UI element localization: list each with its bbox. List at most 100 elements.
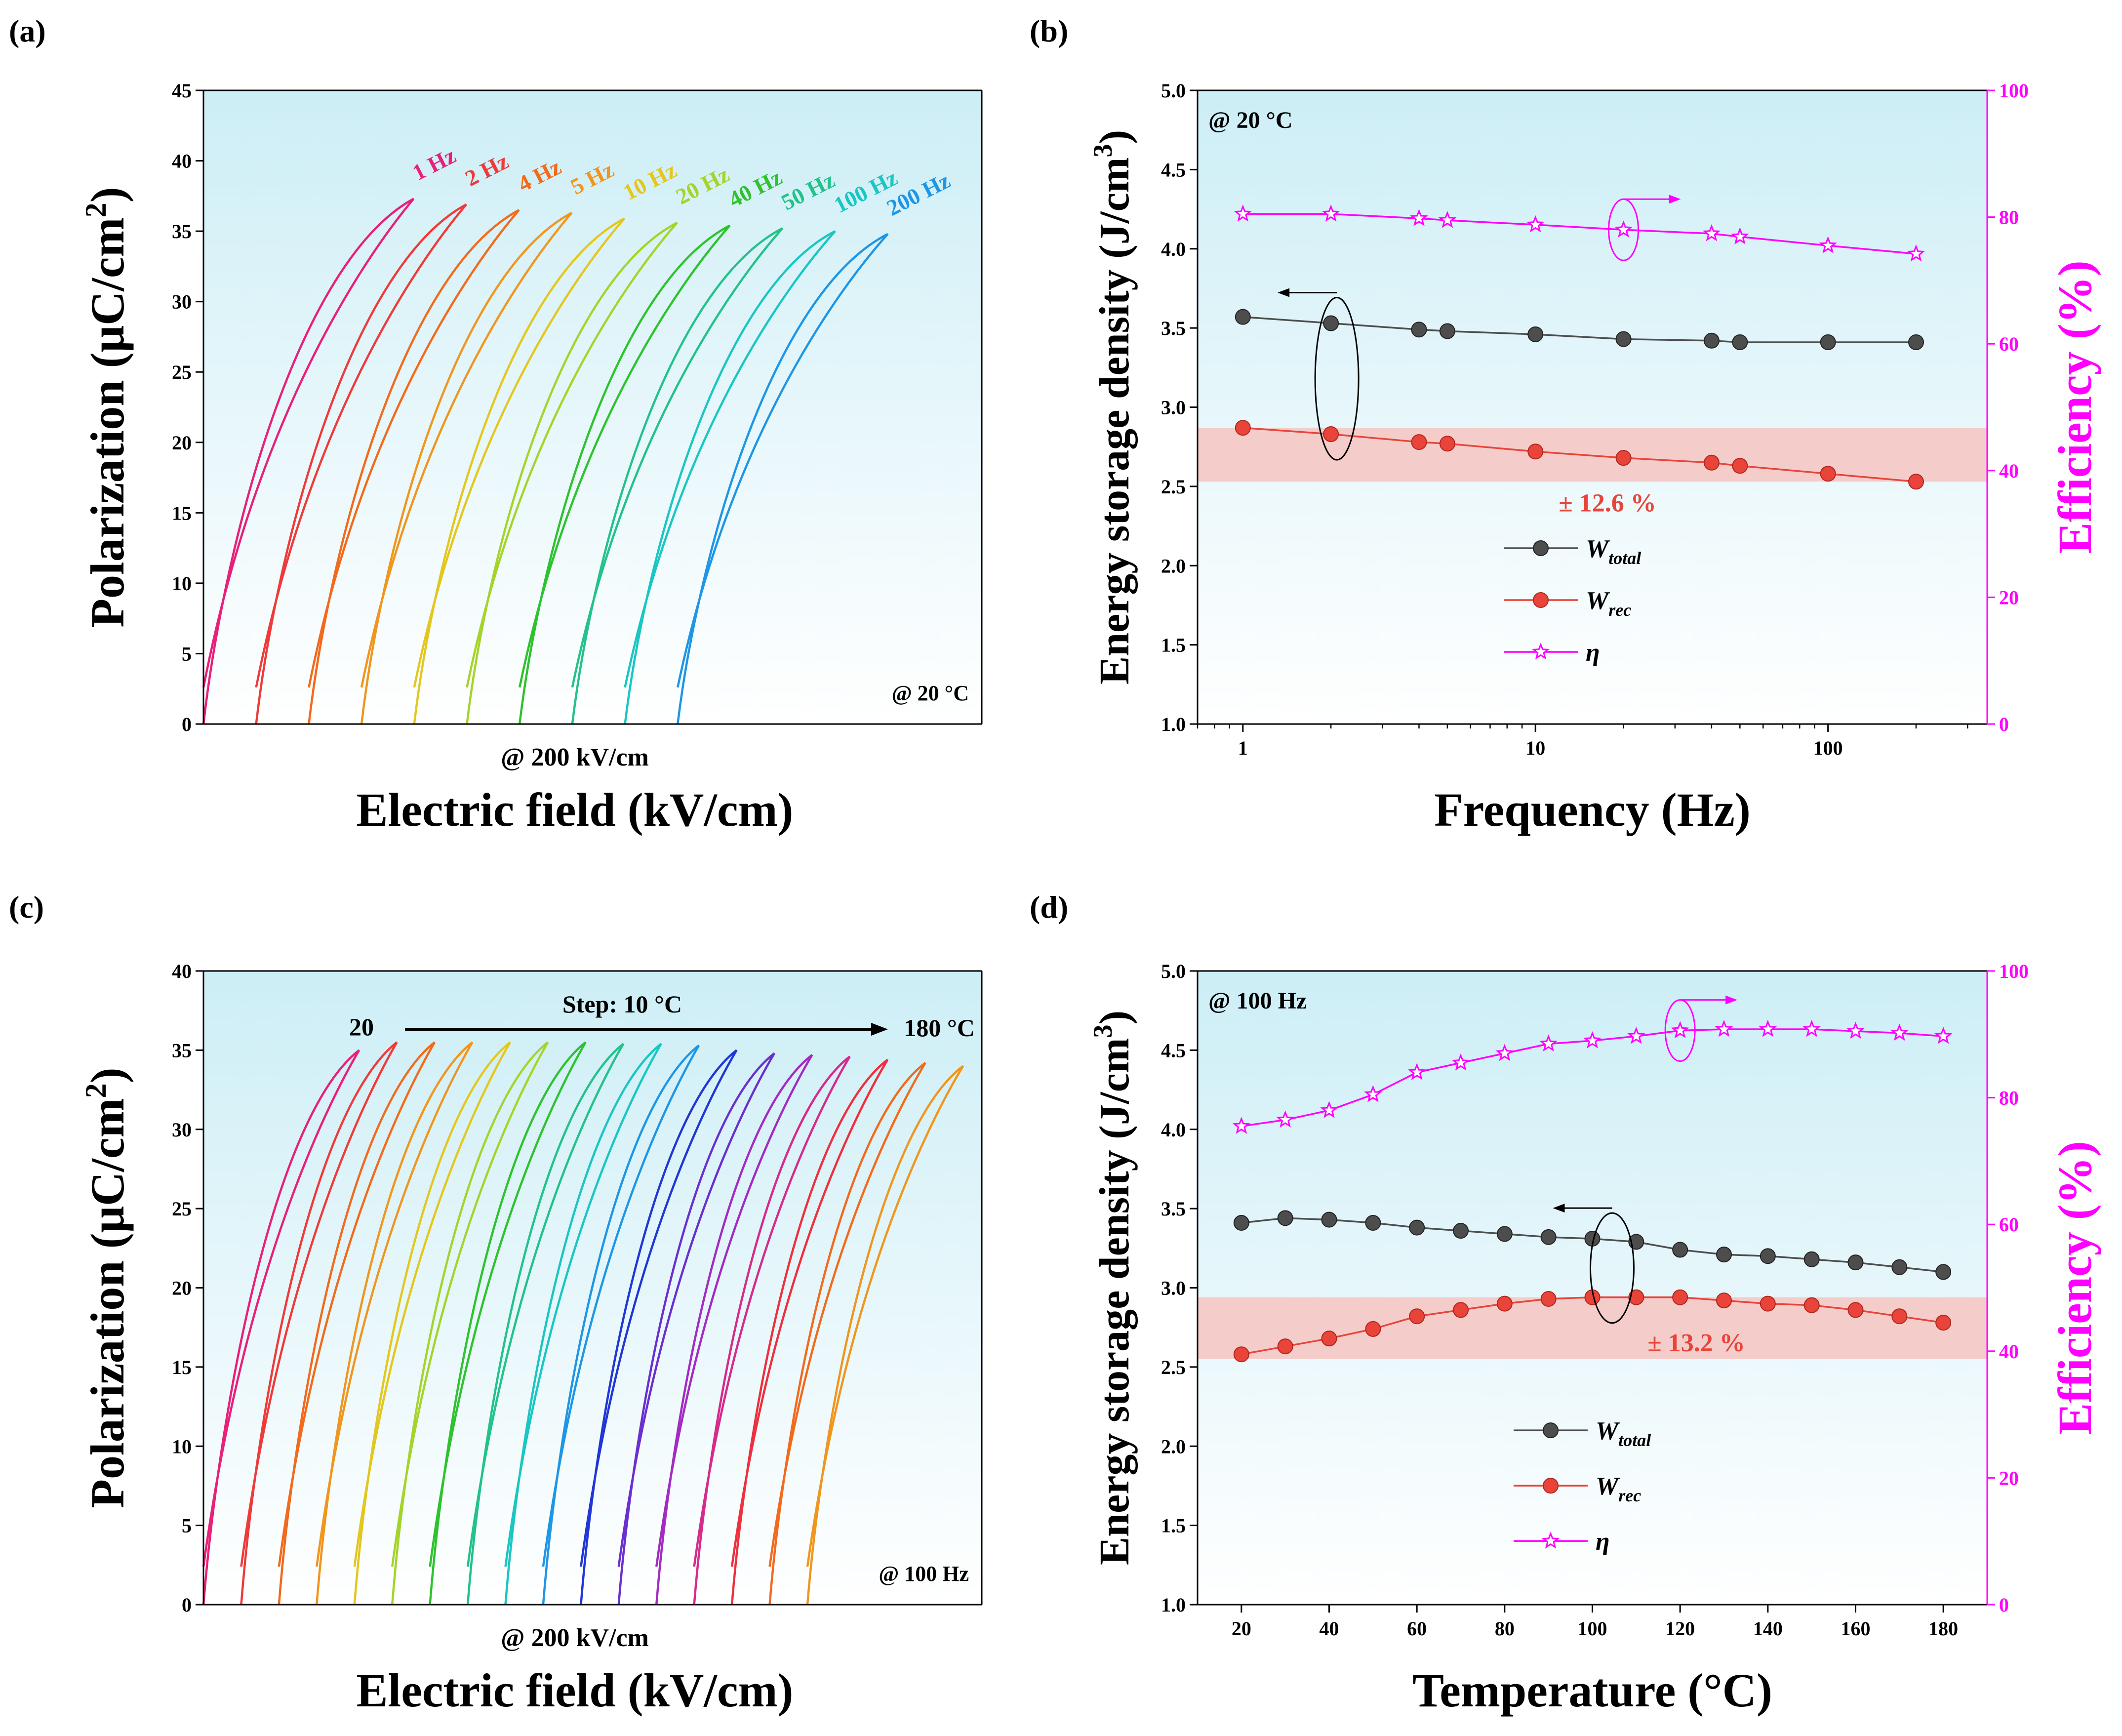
y-left-tick-label: 4.5 bbox=[1161, 1039, 1186, 1061]
y-tick-label: 20 bbox=[172, 1277, 192, 1299]
y-tick-label: 5 bbox=[182, 1515, 192, 1537]
y-axis-title-close: ) bbox=[81, 187, 134, 202]
legend-sub: rec bbox=[1618, 1486, 1641, 1505]
pe-loop-3 bbox=[308, 209, 520, 725]
series-line-rec bbox=[1242, 427, 1917, 483]
y-left-axis-title: Energy storage density (J/cm3) bbox=[1088, 1010, 1138, 1565]
plot-area-background bbox=[203, 90, 982, 724]
y-tick-label: 40 bbox=[172, 150, 192, 172]
point-eta-4 bbox=[1364, 1085, 1382, 1102]
x-tick-label: 60 bbox=[1407, 1617, 1427, 1640]
legend-sub: total bbox=[1608, 548, 1641, 568]
y-left-tick-label: 1.5 bbox=[1161, 634, 1186, 656]
point-total-7 bbox=[1703, 332, 1720, 349]
y-right-tick-label: 0 bbox=[1999, 713, 2009, 735]
y-left-tick-label: 2.0 bbox=[1161, 555, 1186, 577]
y-left-tick-label: 2.5 bbox=[1161, 476, 1186, 498]
legend-marker-eta bbox=[1541, 1532, 1560, 1549]
pe-loop-14 bbox=[693, 1055, 851, 1605]
point-total-11 bbox=[1672, 1242, 1688, 1258]
y-left-tick-label: 3.0 bbox=[1161, 397, 1186, 419]
point-eta-5 bbox=[1408, 1063, 1426, 1080]
point-rec-7 bbox=[1496, 1295, 1513, 1312]
x-tick-label: 180 bbox=[1928, 1617, 1958, 1640]
y-left-tick-label: 5.0 bbox=[1161, 960, 1186, 982]
x-note: @ 200 kV/cm bbox=[501, 743, 649, 771]
left-axis-ellipse bbox=[1314, 297, 1360, 461]
point-eta-8 bbox=[1539, 1034, 1558, 1052]
pe-loop-13 bbox=[655, 1054, 813, 1605]
x-tick-label: 10 bbox=[1525, 737, 1545, 759]
point-rec-10 bbox=[1908, 474, 1924, 490]
point-eta-1 bbox=[1232, 1117, 1251, 1134]
y-tick-label: 20 bbox=[172, 432, 192, 454]
y-left-tick-label: 5.0 bbox=[1161, 80, 1186, 102]
y-left-axis-title: Energy storage density (J/cm3) bbox=[1088, 130, 1138, 685]
panel-d-energy-vs-temperature: 20 40 60 80 100 120 140 160 180 1.0 1.5 2.0 2.5 3.0 3.… bbox=[1088, 960, 2101, 1717]
point-total-4 bbox=[1365, 1214, 1381, 1231]
point-rec-14 bbox=[1803, 1297, 1820, 1313]
y-axis-title-text: Polarization (μC/cm bbox=[81, 217, 134, 627]
pe-loop-9 bbox=[624, 230, 836, 725]
variation-band bbox=[1198, 428, 1987, 482]
y-axis-title-sup: 2 bbox=[80, 1083, 112, 1098]
y-tick-label: 0 bbox=[182, 1594, 192, 1616]
point-rec-8 bbox=[1540, 1291, 1557, 1307]
y-tick-label: 10 bbox=[172, 572, 192, 595]
point-eta-16 bbox=[1890, 1023, 1909, 1041]
legend-label-eta: η bbox=[1596, 1528, 1610, 1556]
plot-area-background bbox=[1198, 90, 1987, 724]
y-right-tick-label: 20 bbox=[1999, 586, 2019, 608]
point-total-14 bbox=[1803, 1251, 1820, 1267]
y-left-tick-label: 1.5 bbox=[1161, 1515, 1186, 1537]
condition-label: @ 100 Hz bbox=[879, 1562, 969, 1586]
legend-marker-total bbox=[1533, 540, 1549, 556]
point-total-6 bbox=[1453, 1223, 1469, 1239]
y-left-title-close: ) bbox=[1090, 1010, 1138, 1025]
legend-sub: rec bbox=[1608, 600, 1631, 620]
x-tick-label: 100 bbox=[1813, 737, 1843, 759]
pe-loop-1 bbox=[202, 1049, 360, 1605]
condition-label: @ 20 °C bbox=[892, 681, 969, 705]
point-rec-2 bbox=[1277, 1338, 1293, 1355]
point-eta-14 bbox=[1802, 1019, 1821, 1037]
x-axis-title: Temperature (°C) bbox=[1412, 1664, 1772, 1717]
y-axis-title-sup: 2 bbox=[80, 202, 112, 217]
band-label: ± 12.6 % bbox=[1559, 489, 1656, 517]
point-total-3 bbox=[1411, 322, 1427, 338]
y-left-title-text: Energy storage density (J/cm bbox=[1090, 157, 1138, 685]
point-total-16 bbox=[1891, 1259, 1908, 1275]
right-arrow-head bbox=[1669, 195, 1681, 204]
point-total-9 bbox=[1820, 334, 1836, 350]
y-tick-label: 35 bbox=[172, 220, 192, 242]
point-total-8 bbox=[1540, 1229, 1557, 1245]
legend-label-eta: η bbox=[1586, 639, 1600, 667]
point-rec-9 bbox=[1820, 466, 1836, 482]
y-right-tick-label: 20 bbox=[1999, 1467, 2019, 1489]
point-rec-10 bbox=[1628, 1289, 1644, 1305]
legend-marker-rec bbox=[1533, 592, 1549, 608]
point-rec-4 bbox=[1439, 436, 1455, 452]
pe-loop-8 bbox=[466, 1043, 625, 1605]
panel-b-energy-vs-frequency: 1 10 100 1.0 1.5 2.0 2.5 3.0 3.5 4.0 4.5 5.0 0 20 40 60… bbox=[1088, 80, 2101, 836]
y-right-tick-label: 0 bbox=[1999, 1594, 2009, 1616]
y-left-title-close: ) bbox=[1090, 130, 1138, 144]
point-total-6 bbox=[1615, 331, 1632, 347]
point-eta-11 bbox=[1671, 1021, 1689, 1039]
x-note: @ 200 kV/cm bbox=[501, 1624, 649, 1652]
legend-name: W bbox=[1586, 535, 1610, 563]
y-left-tick-label: 1.0 bbox=[1161, 1594, 1186, 1616]
series-line-eta bbox=[1242, 213, 1917, 255]
pe-loop-3 bbox=[278, 1041, 436, 1605]
legend-marker-total bbox=[1543, 1422, 1559, 1439]
point-total-5 bbox=[1409, 1219, 1425, 1236]
y-tick-label: 5 bbox=[182, 643, 192, 665]
point-eta-13 bbox=[1759, 1019, 1777, 1037]
point-eta-6 bbox=[1451, 1053, 1470, 1071]
left-arrow-head bbox=[1553, 1204, 1565, 1213]
legend-label-total: Wtotal bbox=[1586, 535, 1641, 568]
x-tick-label: 140 bbox=[1753, 1617, 1783, 1640]
series-line-total bbox=[1242, 316, 1916, 343]
y-left-title-text: Energy storage density (J/cm bbox=[1090, 1038, 1138, 1565]
